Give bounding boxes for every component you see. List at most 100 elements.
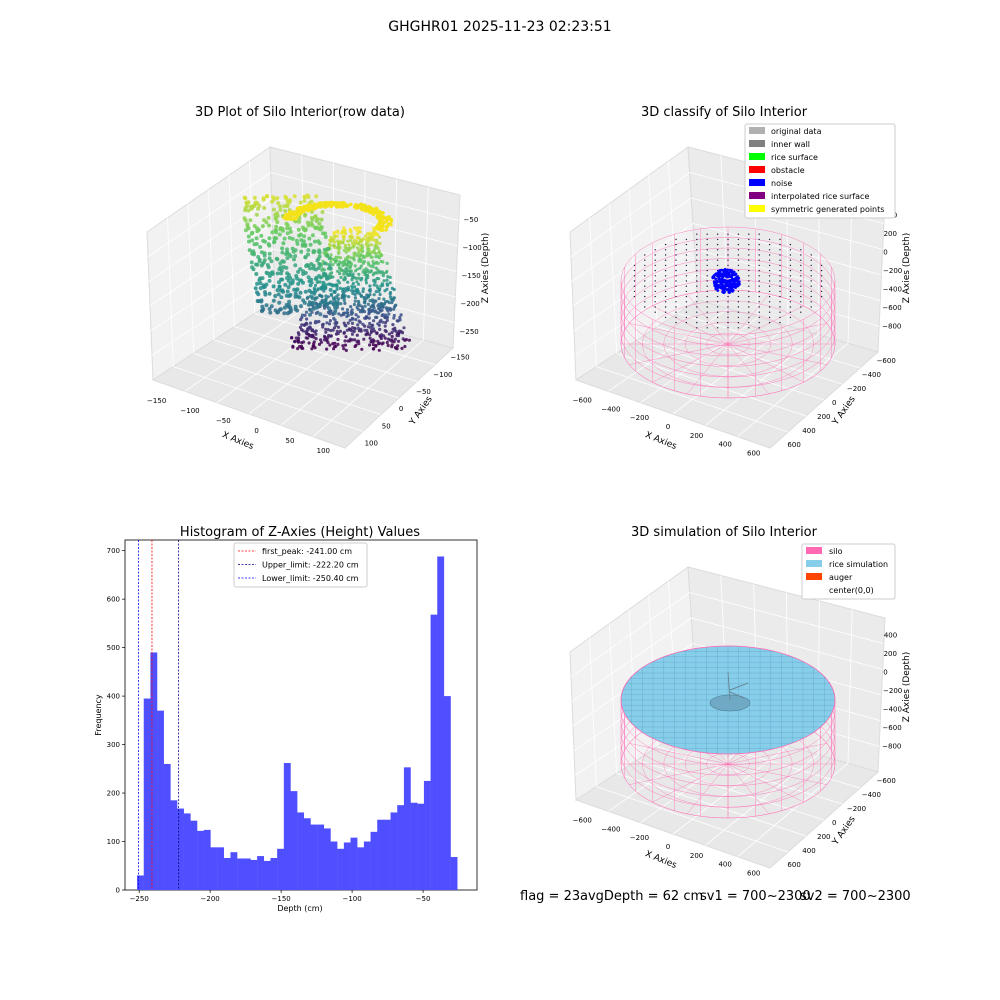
- surface-point: [758, 327, 760, 329]
- raw-point: [293, 248, 298, 253]
- raw-point: [350, 286, 354, 290]
- panel-classify-3d: 3D classify of Silo Interior −600 −400 −20…: [569, 105, 912, 458]
- histogram-bar: [317, 824, 325, 890]
- raw-point: [375, 276, 379, 280]
- raw-point: [313, 283, 318, 288]
- surface-point: [779, 306, 781, 308]
- y-tick-label: 500: [107, 644, 120, 652]
- x-tick-label: 100: [317, 447, 330, 455]
- raw-point: [271, 284, 276, 289]
- surface-point: [696, 275, 698, 277]
- surface-point: [706, 311, 708, 313]
- raw-point: [293, 294, 298, 299]
- raw-point: [280, 250, 285, 255]
- raw-point: [317, 221, 322, 226]
- raw-point: [285, 247, 289, 252]
- raw-point: [339, 313, 343, 317]
- surface-point: [675, 290, 677, 293]
- simulation-title: 3D simulation of Silo Interior: [631, 525, 818, 540]
- raw-point: [368, 343, 372, 347]
- raw-point: [348, 318, 352, 322]
- raw-point: [389, 308, 393, 312]
- silo-floor-spoke: [727, 763, 804, 803]
- raw-point: [243, 228, 248, 233]
- raw-point: [341, 241, 345, 245]
- raw-point: [377, 341, 382, 345]
- raw-point: [365, 232, 370, 236]
- surface-point: [685, 249, 688, 251]
- raw-point: [323, 286, 328, 291]
- raw-point: [350, 308, 354, 312]
- raw-point: [367, 316, 371, 320]
- histogram-bar: [330, 841, 338, 890]
- raw-point: [307, 288, 312, 293]
- legend-label: center(0,0): [829, 586, 874, 595]
- y-tick-label: 200: [817, 833, 830, 841]
- surface-point: [758, 316, 760, 319]
- z-tick-label: −800: [882, 323, 901, 331]
- raw-point: [255, 262, 260, 267]
- surface-point: [696, 264, 698, 267]
- surface-point: [696, 316, 698, 319]
- raw-point: [250, 265, 255, 270]
- raw-point: [320, 323, 325, 327]
- raw-point: [295, 241, 300, 246]
- legend-swatch: [749, 140, 765, 147]
- raw-point: [350, 321, 355, 325]
- raw-point: [396, 344, 400, 348]
- raw-point: [356, 323, 360, 327]
- surface-point: [675, 264, 677, 267]
- raw-point: [370, 324, 374, 328]
- raw-point: [296, 269, 301, 274]
- raw-point: [274, 224, 279, 229]
- raw-point: [374, 261, 378, 265]
- raw-point: [381, 283, 385, 287]
- surface-point: [779, 254, 781, 256]
- raw-point: [343, 243, 348, 247]
- raw-point: [354, 276, 358, 281]
- raw-point: [301, 239, 306, 244]
- raw-point: [404, 338, 408, 342]
- raw-point: [354, 313, 358, 317]
- raw-point: [337, 247, 341, 251]
- raw-point: [314, 219, 319, 223]
- raw-point: [384, 329, 388, 334]
- surface-point: [675, 280, 677, 282]
- y-tick-label: 400: [802, 847, 815, 855]
- raw-point: [256, 292, 261, 297]
- raw-point: [386, 343, 390, 348]
- raw-point: [333, 245, 337, 249]
- surface-point: [696, 321, 698, 324]
- y-tick-label: 700: [107, 547, 120, 555]
- raw-point: [242, 195, 247, 200]
- raw-point: [285, 276, 289, 280]
- surface-point: [768, 321, 771, 324]
- surface-point: [654, 311, 656, 313]
- histogram-legend: [233, 542, 368, 588]
- raw-point: [333, 318, 337, 322]
- x-tick-label: 600: [747, 450, 760, 458]
- surface-point: [768, 301, 771, 303]
- raw-point: [380, 302, 384, 306]
- raw-point: [353, 251, 357, 255]
- raw-point: [383, 289, 387, 293]
- surface-point: [716, 301, 719, 303]
- raw-point: [356, 282, 361, 286]
- surface-point: [706, 275, 708, 277]
- raw-point: [341, 264, 345, 268]
- raw-point: [361, 289, 365, 294]
- raw-point: [325, 321, 329, 325]
- surface-point: [737, 243, 740, 246]
- raw-point: [393, 346, 397, 350]
- raw-point: [286, 285, 291, 290]
- raw-point: [359, 248, 363, 253]
- raw-point: [336, 325, 341, 329]
- raw-point: [332, 347, 336, 351]
- raw-point: [282, 305, 287, 310]
- raw-point: [346, 255, 351, 259]
- raw-point: [364, 278, 368, 282]
- z-tick-label: −100: [463, 244, 482, 252]
- raw-point: [371, 347, 375, 351]
- surface-point: [685, 254, 688, 256]
